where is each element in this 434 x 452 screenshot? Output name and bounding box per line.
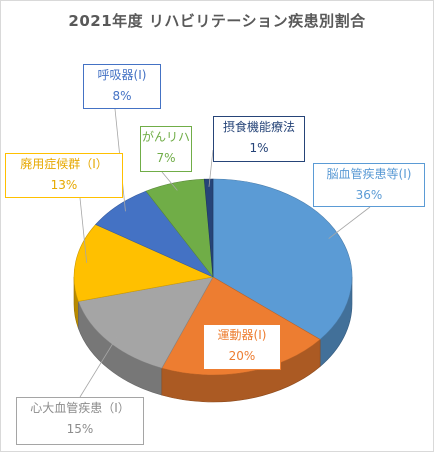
value-disuse: 13% (50, 178, 78, 192)
leader-line-5 (161, 171, 178, 191)
leader-line-3 (79, 197, 88, 263)
callout-cerebrovascular: 脳血管疾患等(Ⅰ) 36% (313, 163, 425, 207)
value-cerebrovascular: 36% (355, 188, 383, 202)
leader-line-0 (328, 206, 371, 239)
callout-respiratory: 呼吸器(Ⅰ) 8% (83, 64, 161, 109)
pie-slice-6 (203, 178, 214, 278)
leader-line-2 (79, 336, 118, 398)
callout-motor: 運動器(Ⅰ) 20% (203, 324, 281, 370)
value-respiratory: 8% (112, 89, 132, 103)
label-respiratory: 呼吸器(Ⅰ) (97, 68, 147, 82)
callout-cancer: がんリハ 7% (140, 126, 192, 172)
value-cardiac: 15% (66, 422, 94, 436)
label-motor: 運動器(Ⅰ) (217, 328, 267, 342)
pie-slice-0 (212, 178, 353, 340)
label-cerebrovascular: 脳血管疾患等(Ⅰ) (326, 167, 412, 181)
callout-disuse: 廃用症候群（Ⅰ） 13% (5, 153, 123, 198)
pie-slice-2 (77, 276, 214, 369)
value-motor: 20% (228, 349, 256, 363)
label-swallowing: 摂食機能療法 (222, 120, 295, 134)
value-cancer: 7% (156, 151, 176, 165)
label-cardiac: 心大血管疾患（Ⅰ） (30, 401, 130, 415)
pie-slice-3 (73, 224, 215, 302)
callout-swallowing: 摂食機能療法 1% (213, 116, 305, 162)
label-cancer: がんリハ (141, 130, 190, 144)
value-swallowing: 1% (249, 141, 269, 155)
leader-line-6 (208, 149, 214, 187)
label-disuse: 廃用症候群（Ⅰ） (20, 157, 108, 171)
callout-cardiac: 心大血管疾患（Ⅰ） 15% (16, 397, 144, 445)
chart-title: 2021年度 リハビリテーション疾患別割合 (68, 12, 366, 30)
